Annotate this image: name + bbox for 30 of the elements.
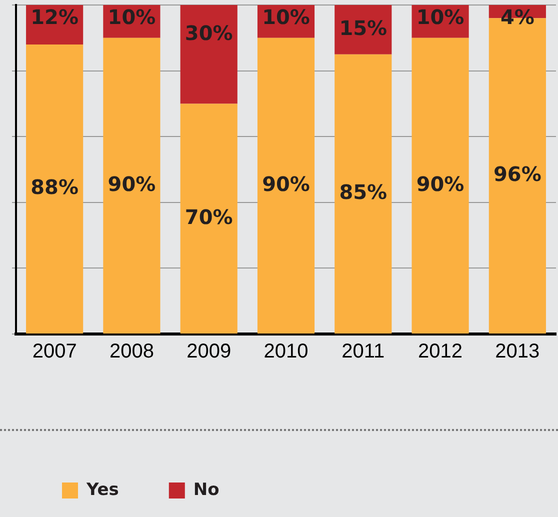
legend-label: No xyxy=(193,480,220,500)
x-tick-label: 2008 xyxy=(109,340,154,363)
data-label: 90% xyxy=(416,172,464,196)
bar xyxy=(103,38,160,334)
data-label: 88% xyxy=(30,175,79,200)
bar xyxy=(334,54,392,334)
data-label: 10% xyxy=(108,5,156,30)
data-label: 10% xyxy=(262,5,310,30)
data-label: 15% xyxy=(339,16,388,40)
data-label: 70% xyxy=(184,204,233,229)
bar xyxy=(257,38,315,334)
bar xyxy=(180,5,238,104)
x-tick-label: 2009 xyxy=(186,340,232,363)
bar xyxy=(412,38,469,334)
data-label: 10% xyxy=(416,5,464,30)
bar xyxy=(180,104,238,334)
x-tick-label: 2011 xyxy=(342,340,385,363)
data-label: 12% xyxy=(30,5,79,30)
bar xyxy=(26,44,84,334)
data-label: 90% xyxy=(262,172,310,196)
data-label: 96% xyxy=(493,162,542,186)
data-label: 90% xyxy=(108,172,156,196)
x-tick-label: 2007 xyxy=(32,340,77,363)
data-label: 30% xyxy=(184,21,233,46)
x-tick-label: 2012 xyxy=(418,340,463,363)
data-label: 4% xyxy=(500,5,534,30)
x-tick-label: 2010 xyxy=(264,340,308,363)
x-tick-label: 2013 xyxy=(495,340,540,363)
data-label: 85% xyxy=(339,180,388,204)
legend-label: Yes xyxy=(86,480,119,500)
